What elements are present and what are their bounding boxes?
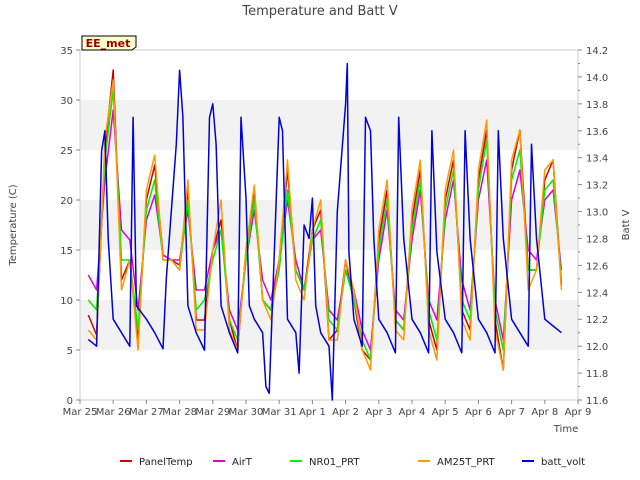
x-tick-label: Mar 25 — [63, 407, 98, 418]
y-tick-label: 0 — [67, 396, 73, 407]
y2-tick-label: 13.0 — [586, 208, 608, 219]
legend: PanelTemp AirT NR01_PRT AM25T_PRT batt_volt — [120, 457, 585, 468]
y2-tick-label: 11.8 — [586, 369, 608, 380]
y2-tick-label: 13.2 — [586, 181, 608, 192]
legend-label: batt_volt — [541, 457, 585, 468]
x-tick-label: Apr 3 — [365, 407, 392, 418]
x-axis-label: Time — [553, 424, 578, 435]
x-tick-label: Mar 27 — [129, 407, 164, 418]
legend-label: NR01_PRT — [309, 457, 360, 468]
legend-label: PanelTemp — [139, 457, 193, 468]
y2-tick-label: 13.6 — [586, 127, 608, 138]
y2-axis-ticks: 11.6 11.8 12.0 12.2 12.4 12.6 12.8 13.0 13.2 13.4… — [578, 46, 608, 407]
x-tick-label: Apr 8 — [531, 407, 558, 418]
x-tick-label: Apr 5 — [432, 407, 459, 418]
y2-tick-label: 12.0 — [586, 342, 608, 353]
grid-band — [80, 200, 578, 250]
legend-label: AirT — [232, 457, 253, 468]
station-badge: EE_met — [81, 35, 137, 51]
x-tick-label: Mar 31 — [262, 407, 297, 418]
y-tick-label: 25 — [60, 146, 73, 157]
y2-tick-label: 11.6 — [586, 396, 608, 407]
y-tick-label: 15 — [60, 246, 73, 257]
grid-band — [80, 250, 578, 300]
x-tick-label: Apr 1 — [299, 407, 326, 418]
legend-label: AM25T_PRT — [437, 457, 496, 468]
station-badge-label: EE_met — [86, 37, 131, 50]
y-tick-label: 5 — [67, 346, 73, 357]
grid-band — [80, 100, 578, 150]
y2-tick-label: 14.2 — [586, 46, 608, 57]
y2-tick-label: 12.6 — [586, 261, 608, 272]
grid-band — [80, 150, 578, 200]
grid-band — [80, 50, 578, 100]
chart-title: Temperature and Batt V — [241, 4, 397, 19]
x-tick-label: Apr 9 — [565, 407, 592, 418]
y2-tick-label: 13.4 — [586, 154, 608, 165]
x-tick-label: Apr 6 — [465, 407, 492, 418]
y2-tick-label: 12.2 — [586, 315, 608, 326]
y2-tick-label: 12.4 — [586, 288, 608, 299]
series-line-batt-volt — [87, 62, 562, 401]
y-tick-label: 35 — [60, 46, 73, 57]
y2-tick-label: 12.8 — [586, 234, 608, 245]
y-axis-label: Temperature (C) — [8, 184, 19, 266]
y2-axis-label: Batt V — [621, 209, 632, 240]
x-tick-label: Apr 4 — [399, 407, 426, 418]
y-axis-ticks: 0 5 10 15 20 25 30 35 — [60, 46, 80, 407]
y-tick-label: 10 — [60, 296, 73, 307]
x-tick-label: Mar 26 — [96, 407, 131, 418]
y2-tick-label: 13.8 — [586, 100, 608, 111]
x-tick-label: Apr 7 — [498, 407, 525, 418]
x-tick-label: Mar 30 — [229, 407, 264, 418]
y-tick-label: 30 — [60, 96, 73, 107]
x-tick-label: Mar 28 — [162, 407, 197, 418]
series-lines — [87, 62, 563, 401]
x-tick-label: Apr 2 — [332, 407, 359, 418]
y-tick-label: 20 — [60, 196, 73, 207]
x-tick-label: Mar 29 — [195, 407, 230, 418]
y2-tick-label: 14.0 — [586, 73, 608, 84]
